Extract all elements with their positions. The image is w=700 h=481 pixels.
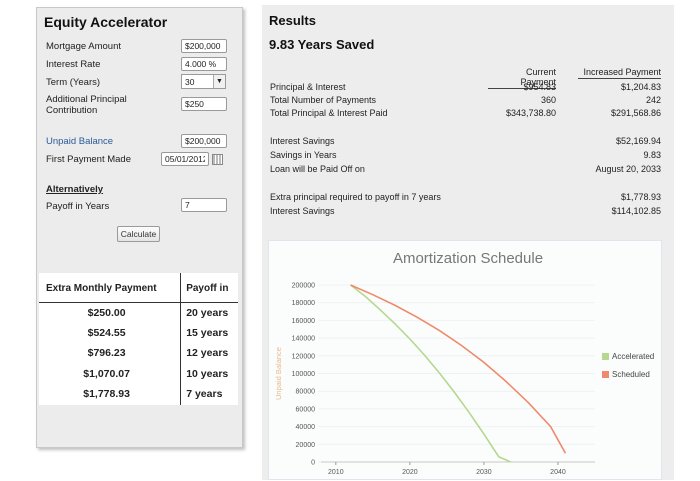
payoff-cell: 15 years [180,322,238,343]
payoff-cell: 10 years [180,363,238,384]
interest-savings-label: Interest Savings [270,136,335,146]
legend-swatch-accelerated [602,353,609,360]
payment-cell: $250.00 [87,306,126,319]
payoff-years-label: Payoff in Years [46,201,110,212]
calculate-button[interactable]: Calculate [117,226,160,242]
interest-rate-input[interactable] [181,57,227,71]
legend-label-accelerated: Accelerated [612,352,654,361]
num-payments-increased: 242 [645,95,661,105]
interest-savings-value: $52,169.94 [615,136,661,146]
interest-savings2-label: Interest Savings [270,206,335,216]
table-row: $1,070.07 10 years [39,363,238,384]
interest-rate-label: Interest Rate [46,59,101,70]
y-tick-label: 140000 [292,336,315,343]
num-payments-label: Total Number of Payments [270,95,377,105]
x-tick-label: 2040 [550,469,566,476]
y-tick-label: 20000 [296,442,316,449]
additional-principal-label-line2: Contribution [46,105,98,116]
y-tick-label: 100000 [292,371,315,378]
first-payment-input[interactable] [161,152,209,166]
col-increased-payment: Increased Payment [578,67,661,79]
table-row: $524.55 15 years [39,322,238,343]
y-tick-label: 40000 [296,424,316,431]
series-line-accelerated [350,284,511,463]
total-paid-label: Total Principal & Interest Paid [270,108,388,118]
savings-years-label: Savings in Years [270,150,337,160]
interest-savings2-value: $114,102.85 [611,206,661,216]
calendar-icon[interactable] [212,154,223,165]
num-payments-current: 360 [540,95,556,105]
table-row: $250.00 20 years [39,302,238,323]
paid-off-label: Loan will be Paid Off on [270,164,365,174]
mortgage-amount-label: Mortgage Amount [46,41,121,52]
y-tick-label: 80000 [296,389,316,396]
chart-svg: Amortization Schedule Unpaid Balance 20000… [274,250,654,476]
extra-principal-value: $1,778.93 [620,192,661,202]
x-tick-label: 2020 [402,469,418,476]
results-title: Results [269,13,316,28]
term-label: Term (Years) [46,77,101,88]
y-axis-label: Unpaid Balance [274,347,283,400]
legend-swatch-scheduled [602,371,609,378]
extra-principal-label: Extra principal required to payoff in 7 … [270,192,441,202]
payment-cell: $524.55 [87,326,126,339]
additional-principal-label: Additional Principal Contribution [46,94,127,116]
total-paid-current: $343,738.80 [505,108,556,118]
y-tick-label: 120000 [292,353,315,360]
mortgage-amount-input[interactable] [181,39,227,53]
legend-label-scheduled: Scheduled [612,370,650,379]
header-extra-monthly-payment: Extra Monthly Payment [39,273,181,303]
term-value: 30 [185,77,195,87]
series-line-scheduled [350,284,567,454]
payoff-years-input[interactable] [181,198,227,212]
term-select[interactable]: 30 ▼ [181,74,226,89]
y-tick-label: 160000 [292,318,315,325]
alternatively-heading: Alternatively [46,184,104,195]
payoff-table: Extra Monthly Payment Payoff in $250.00 … [39,273,238,405]
principal-interest-increased: $1,204.83 [620,82,661,92]
payment-cell: $1,778.93 [83,388,130,401]
unpaid-balance-input[interactable] [181,134,227,148]
payoff-cell: 7 years [180,384,238,405]
chevron-down-icon[interactable]: ▼ [213,75,225,88]
x-tick-label: 2010 [328,469,344,476]
payment-cell: $796.23 [87,347,126,360]
y-tick-label: 180000 [292,300,315,307]
payoff-table-header: Extra Monthly Payment Payoff in [39,273,238,303]
payoff-cell: 12 years [180,343,238,364]
col-current-payment: Current Payment [488,67,556,89]
amortization-chart: Amortization Schedule Unpaid Balance 20000… [268,240,662,480]
additional-principal-label-line1: Additional Principal [46,94,127,105]
chart-title: Amortization Schedule [393,250,543,267]
savings-years-value: 9.83 [643,150,661,160]
y-tick-label: 200000 [292,283,315,290]
panel-title: Equity Accelerator [44,14,168,30]
payment-cell: $1,070.07 [83,367,130,380]
unpaid-balance-label: Unpaid Balance [46,136,114,147]
x-tick-label: 2030 [476,469,492,476]
y-tick-label: 60000 [296,406,316,413]
header-payoff-in: Payoff in [180,273,238,303]
table-row: $1,778.93 7 years [39,384,238,405]
years-saved-heading: 9.83 Years Saved [269,37,375,52]
payoff-cell: 20 years [180,302,238,323]
paid-off-value: August 20, 2033 [595,164,661,174]
total-paid-increased: $291,568.86 [610,108,661,118]
additional-principal-input[interactable] [181,97,227,111]
table-row: $796.23 12 years [39,343,238,364]
first-payment-label: First Payment Made [46,154,131,165]
principal-interest-current: $954.83 [523,82,556,92]
y-tick-label: 0 [311,460,315,467]
principal-interest-label: Principal & Interest [270,82,346,92]
